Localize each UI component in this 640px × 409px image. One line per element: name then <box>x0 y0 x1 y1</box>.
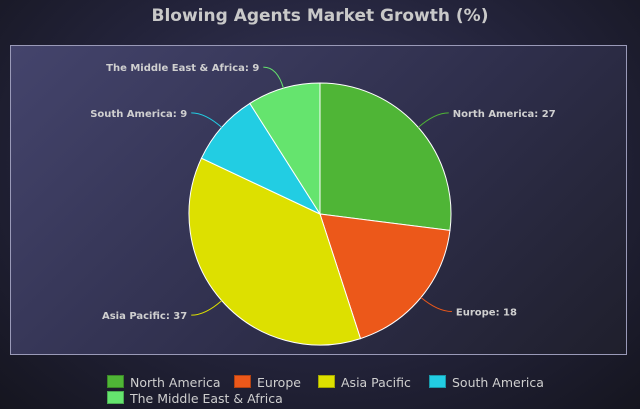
chart-title: Blowing Agents Market Growth (%) <box>151 6 489 26</box>
data-label-asia-pacific: Asia Pacific: 37 <box>102 311 187 322</box>
legend-swatch-asia-pacific <box>318 375 335 388</box>
legend-swatch-middle-east-africa <box>107 391 124 404</box>
pie-slice-asia-pacific[interactable] <box>188 157 362 346</box>
legend-item-asia-pacific[interactable]: Asia Pacific <box>318 375 411 391</box>
pie-slice-north-america[interactable] <box>319 82 452 231</box>
data-label-north-america: North America: 27 <box>453 109 556 120</box>
data-label-europe: Europe: 18 <box>456 308 517 319</box>
legend-label-europe: Europe <box>257 375 301 390</box>
leader-line-europe <box>420 297 452 313</box>
legend-label-middle-east-africa: The Middle East & Africa <box>130 391 283 406</box>
legend-item-south-america[interactable]: South America <box>429 375 544 391</box>
leader-line-north-america <box>417 112 449 128</box>
legend-item-europe[interactable]: Europe <box>234 375 301 391</box>
legend-label-north-america: North America <box>130 375 221 390</box>
pie-slice-the-middle-east-africa[interactable] <box>249 82 321 216</box>
legend-item-middle-east-africa[interactable]: The Middle East & Africa <box>107 391 283 407</box>
leader-line-south-america <box>191 112 223 128</box>
legend-swatch-europe <box>234 375 251 388</box>
legend-label-asia-pacific: Asia Pacific <box>341 375 411 390</box>
legend-swatch-south-america <box>429 375 446 388</box>
data-label-the-middle-east-africa: The Middle East & Africa: 9 <box>106 63 259 74</box>
legend-swatch-north-america <box>107 375 124 388</box>
leader-line-asia-pacific <box>191 300 223 316</box>
data-label-south-america: South America: 9 <box>90 109 187 120</box>
legend-label-south-america: South America <box>452 375 544 390</box>
leader-line-the-middle-east-africa <box>263 66 284 89</box>
pie-slice-europe[interactable] <box>319 213 451 340</box>
legend-item-north-america[interactable]: North America <box>107 375 221 391</box>
